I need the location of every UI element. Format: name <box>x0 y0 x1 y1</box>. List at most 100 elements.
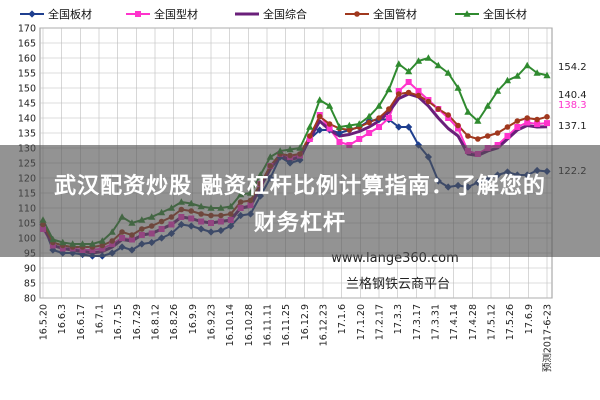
end-value-label: 154.2 <box>558 62 587 73</box>
y-tick-label: 165 <box>18 39 36 50</box>
x-tick-label: 16.10.14 <box>225 304 236 346</box>
x-tick-label: 16.9.23 <box>207 304 218 340</box>
x-tick-label: 17.5.12 <box>487 304 498 340</box>
x-tick-label: 16.11.25 <box>281 304 292 346</box>
data-point-全国型材 <box>405 79 412 85</box>
data-point-全国长材 <box>454 84 462 91</box>
data-point-全国长材 <box>365 112 373 120</box>
legend-label: 全国长材 <box>483 7 527 21</box>
data-point-全国长材 <box>345 121 353 129</box>
x-tick-label: 17.6.9 <box>524 304 535 334</box>
data-point-全国管材 <box>475 136 481 142</box>
x-tick-label: 17.4.14 <box>449 304 460 340</box>
y-tick-label: 170 <box>18 24 36 35</box>
data-point-全国管材 <box>326 121 333 127</box>
legend-label: 全国板材 <box>48 7 92 21</box>
data-point-全国长材 <box>503 76 512 84</box>
x-tick-label: 17.1.20 <box>356 304 367 340</box>
y-tick-label: 160 <box>18 54 36 65</box>
y-tick-label: 135 <box>18 129 36 140</box>
data-point-全国管材 <box>524 115 531 121</box>
x-tick-label: 17.3.31 <box>431 304 442 340</box>
banner-title-line-1: 武汉配资炒股 融资杠杆比例计算指南：了解您的 <box>54 174 546 199</box>
data-point-全国长材 <box>395 60 403 67</box>
data-point-全国型材 <box>415 88 422 94</box>
data-point-全国管材 <box>316 113 323 120</box>
data-point-全国型材 <box>356 136 363 142</box>
data-point-全国管材 <box>465 133 471 139</box>
data-point-全国板材 <box>405 123 413 131</box>
data-point-全国长材 <box>306 123 314 130</box>
data-point-全国长材 <box>484 102 492 109</box>
data-point-全国管材 <box>544 114 550 120</box>
data-point-全国长材 <box>543 71 551 79</box>
y-tick-label: 155 <box>18 69 36 80</box>
data-point-全国长材 <box>375 102 383 109</box>
data-point-全国管材 <box>425 98 432 105</box>
data-point-全国型材 <box>336 139 343 145</box>
data-point-全国板材 <box>335 129 344 137</box>
data-point-全国管材 <box>484 133 491 139</box>
x-tick-label: 17.3.3 <box>393 304 404 334</box>
data-point-全国长材 <box>405 67 413 75</box>
legend-swatch-marker <box>354 11 360 17</box>
legend-label: 全国管材 <box>373 7 417 21</box>
legend-label: 全国综合 <box>263 7 307 21</box>
data-point-全国长材 <box>513 72 521 79</box>
banner-title-line-2: 财务杠杆 <box>253 211 346 236</box>
data-point-全国管材 <box>514 118 521 124</box>
data-point-全国管材 <box>494 130 501 136</box>
data-point-全国管材 <box>415 92 422 99</box>
x-tick-label: 17.1.6 <box>337 304 348 334</box>
x-tick-label: 16.6.3 <box>57 304 68 334</box>
data-point-全国长材 <box>434 61 442 69</box>
x-tick-label: 16.7.15 <box>113 304 124 340</box>
x-tick-label: 16.12.23 <box>319 304 330 346</box>
data-point-全国长材 <box>325 102 334 109</box>
data-point-全国长材 <box>414 57 423 64</box>
y-tick-label: 145 <box>18 99 36 110</box>
data-point-全国型材 <box>455 125 462 132</box>
data-point-全国长材 <box>464 108 472 115</box>
y-tick-label: 80 <box>24 294 36 305</box>
data-point-全国型材 <box>366 130 373 136</box>
legend-swatch-marker <box>463 10 471 17</box>
data-point-全国长材 <box>355 120 363 127</box>
data-point-全国长材 <box>335 123 344 130</box>
legend-swatch-marker <box>135 11 141 17</box>
x-tick-label: 16.8.12 <box>151 304 162 340</box>
watermark-platform: 兰格钢铁云商平台 <box>346 276 450 292</box>
data-point-全国长材 <box>533 69 541 76</box>
data-point-全国管材 <box>445 112 451 118</box>
data-point-全国管材 <box>405 89 412 96</box>
data-point-全国板材 <box>395 123 403 131</box>
data-point-全国管材 <box>504 124 511 130</box>
x-tick-label: 16.11.11 <box>263 304 274 346</box>
x-tick-label: 16.6.17 <box>76 304 87 340</box>
data-point-全国型材 <box>524 119 531 126</box>
data-point-全国管材 <box>534 116 540 123</box>
x-tick-label: 17.2.17 <box>375 304 386 340</box>
data-point-全国管材 <box>455 122 461 129</box>
data-point-全国长材 <box>474 117 482 124</box>
x-tick-label: 17.4.28 <box>468 304 479 340</box>
data-point-全国型材 <box>504 133 511 139</box>
data-point-全国型材 <box>514 124 521 130</box>
data-point-全国长材 <box>444 69 452 76</box>
x-tick-label: 16.12.9 <box>300 304 311 340</box>
axis-layer: 8085909510010511011512012513013514014515… <box>18 24 554 373</box>
y-tick-label: 150 <box>18 84 36 95</box>
data-point-全国型材 <box>306 136 313 142</box>
data-point-全国管材 <box>346 127 353 133</box>
legend-label: 全国型材 <box>154 7 198 21</box>
x-tick-label: 16.8.26 <box>169 304 180 340</box>
x-tick-label: 16.7.29 <box>132 304 143 340</box>
data-point-全国管材 <box>376 115 382 121</box>
data-point-全国型材 <box>445 115 452 121</box>
x-tick-label: 16.7.1 <box>95 304 106 334</box>
data-point-全国长材 <box>493 87 502 94</box>
data-point-全国管材 <box>395 91 402 97</box>
data-point-全国型材 <box>534 121 541 127</box>
data-point-全国长材 <box>316 96 324 103</box>
x-tick-label: 16.9.9 <box>188 304 199 334</box>
